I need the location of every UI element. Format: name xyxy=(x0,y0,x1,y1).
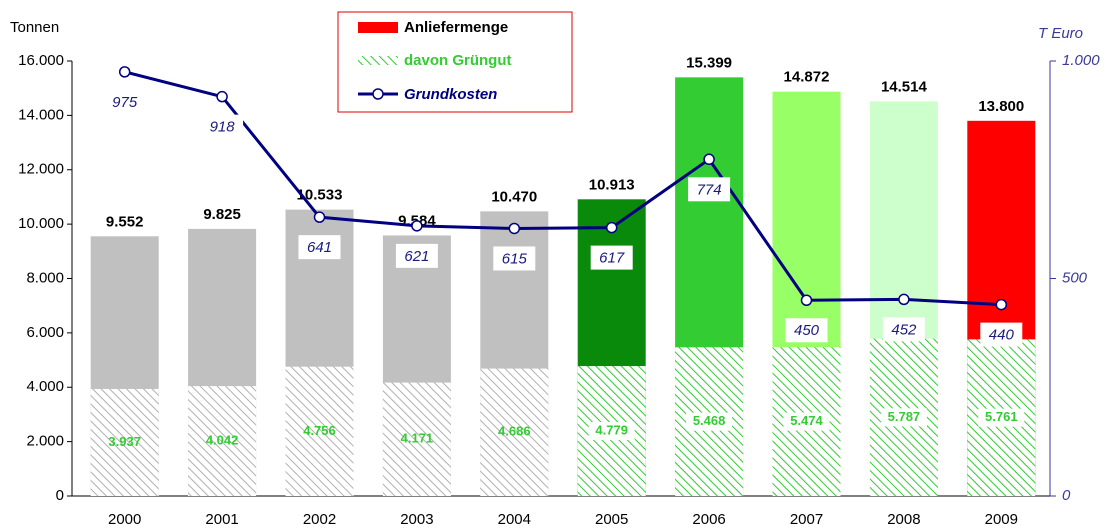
bar-label: 14.872 xyxy=(784,69,830,86)
line-marker xyxy=(508,222,521,235)
x-tick-label: 2005 xyxy=(595,511,628,528)
bar-label: 13.800 xyxy=(978,98,1024,115)
legend-swatch xyxy=(358,22,398,33)
x-tick-label: 2004 xyxy=(498,511,531,528)
legend-swatch xyxy=(372,88,384,100)
line-marker xyxy=(995,298,1008,311)
x-tick-label: 2000 xyxy=(108,511,141,528)
line-label: 774 xyxy=(697,181,722,198)
y-tick-label: 12.000 xyxy=(18,161,64,178)
bar-label: 15.399 xyxy=(686,54,732,71)
label-bg xyxy=(590,245,633,270)
bar-label: 4.686 xyxy=(498,424,531,439)
y-axis-label: Tonnen xyxy=(10,19,59,36)
legend-label: Anliefermenge xyxy=(404,19,508,36)
y-tick-label: 10.000 xyxy=(18,215,64,232)
label-bg xyxy=(783,412,830,431)
y2-tick-label: 0 xyxy=(1062,487,1071,504)
y2-tick-label: 1.000 xyxy=(1062,52,1100,69)
hatched-bar xyxy=(90,388,159,496)
legend-label: Grundkosten xyxy=(404,86,497,103)
label-bg xyxy=(493,246,536,271)
line-marker xyxy=(313,211,326,223)
bar-label: 10.470 xyxy=(491,188,537,205)
hatched-bar xyxy=(480,368,549,496)
line-label: 621 xyxy=(404,248,429,265)
y-tick-label: 14.000 xyxy=(18,106,64,123)
bar-label: 5.761 xyxy=(985,409,1018,424)
line-label: 615 xyxy=(502,250,528,267)
y-tick-label: 4.000 xyxy=(26,378,64,395)
y2-tick-label: 500 xyxy=(1062,269,1088,286)
legend-label: davon Grüngut xyxy=(404,52,512,69)
bar-label: 10.913 xyxy=(589,176,635,193)
label-bg xyxy=(201,114,244,139)
y-tick-label: 8.000 xyxy=(26,269,64,286)
y-tick-label: 2.000 xyxy=(26,433,64,450)
label-bg xyxy=(688,177,731,202)
label-bg xyxy=(882,317,925,342)
x-tick-label: 2003 xyxy=(400,511,433,528)
line-label: 641 xyxy=(307,239,332,256)
label-bg xyxy=(588,422,635,441)
bar-label: 3.937 xyxy=(108,434,141,449)
label-bg xyxy=(103,89,146,114)
label-bg xyxy=(880,408,927,427)
line-marker xyxy=(118,66,131,78)
line-label: 450 xyxy=(794,322,820,339)
bar-label: 10.533 xyxy=(297,187,343,204)
line-label: 452 xyxy=(891,321,917,338)
x-tick-label: 2001 xyxy=(205,511,238,528)
y2-axis-label: T Euro xyxy=(1038,25,1083,42)
line-label: 440 xyxy=(989,327,1015,344)
label-bg xyxy=(980,322,1023,347)
bar-label: 5.468 xyxy=(693,413,726,428)
hatched-bar xyxy=(382,382,451,496)
bar-label: 4.779 xyxy=(595,422,628,437)
line-marker xyxy=(605,221,618,234)
label-bg xyxy=(785,318,828,343)
line-label: 617 xyxy=(599,250,625,267)
x-tick-label: 2006 xyxy=(692,511,725,528)
bar-label: 9.825 xyxy=(203,206,241,223)
label-bg xyxy=(978,408,1025,427)
hatched-bar xyxy=(188,386,257,496)
bar-label: 14.514 xyxy=(881,78,928,95)
line-marker xyxy=(703,153,715,166)
line-marker xyxy=(800,294,813,306)
legend-swatch xyxy=(358,56,398,65)
x-tick-label: 2007 xyxy=(790,511,823,528)
line xyxy=(124,70,1002,307)
line-marker xyxy=(411,220,423,232)
x-tick-label: 2009 xyxy=(985,511,1018,528)
y-tick-label: 16.000 xyxy=(18,52,64,69)
bar-label: 4.042 xyxy=(206,432,239,447)
bar-label: 5.787 xyxy=(888,409,921,424)
line-marker xyxy=(216,90,228,103)
x-tick-label: 2002 xyxy=(303,511,336,528)
bar-label: 9.552 xyxy=(106,213,144,230)
label-bg xyxy=(395,243,438,268)
x-tick-label: 2008 xyxy=(887,511,920,528)
y-tick-label: 6.000 xyxy=(26,324,64,341)
bar-label: 4.756 xyxy=(303,423,336,438)
hatched-bar xyxy=(285,366,354,496)
line-label: 918 xyxy=(210,119,236,136)
y-tick-label: 0 xyxy=(56,487,64,504)
bar-label: 4.171 xyxy=(401,431,434,446)
label-bg xyxy=(686,412,733,431)
line-marker xyxy=(898,293,910,306)
line-label: 975 xyxy=(112,94,138,111)
label-bg xyxy=(298,235,341,260)
bar-label: 5.474 xyxy=(790,413,823,428)
